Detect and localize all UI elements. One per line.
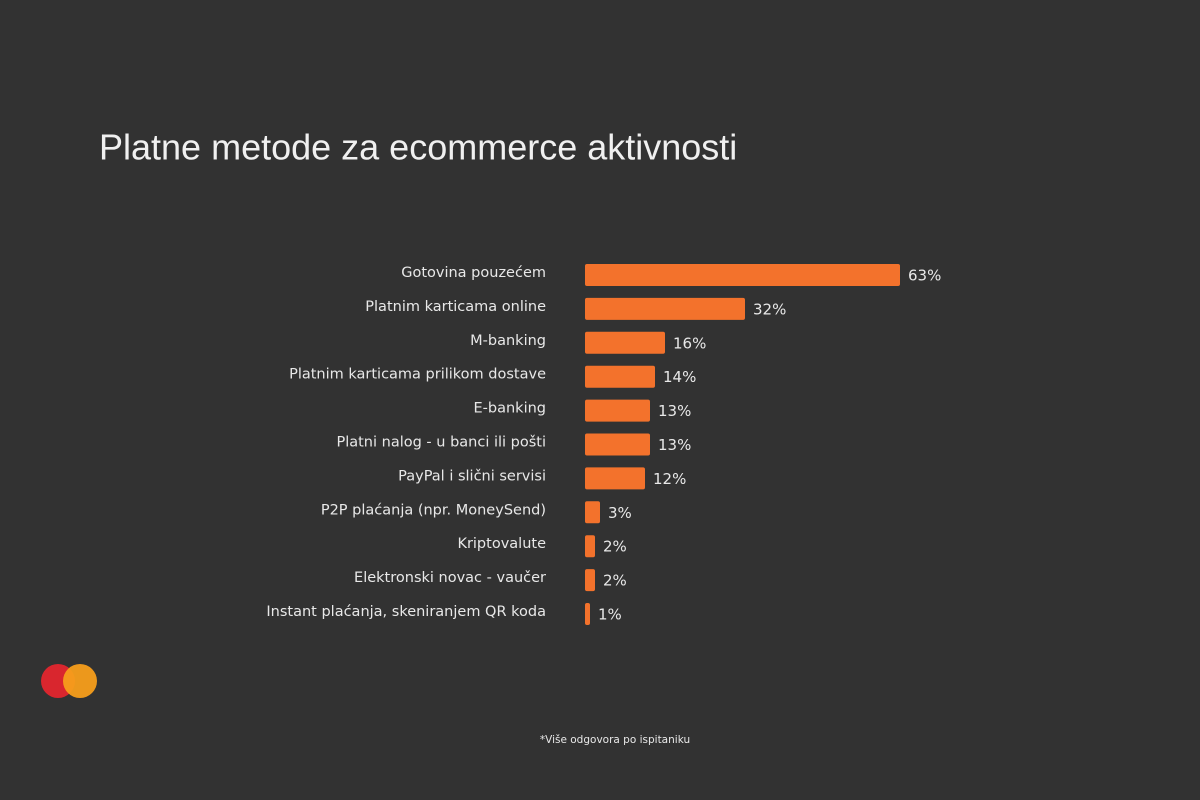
category-label: Instant plaćanja, skeniranjem QR koda: [266, 604, 546, 620]
value-label: 16%: [673, 334, 706, 352]
category-label: E-banking: [474, 401, 547, 417]
footnote: *Više odgovora po ispitaniku: [540, 734, 690, 746]
value-label: 2%: [603, 572, 627, 590]
value-label: 13%: [658, 436, 691, 454]
bar: [585, 603, 590, 625]
category-label: Elektronski novac - vaučer: [354, 570, 546, 586]
value-label: 14%: [663, 368, 696, 386]
bar: [585, 433, 650, 456]
bar: [585, 501, 600, 524]
bar: [585, 331, 665, 354]
category-label: M-banking: [470, 333, 546, 349]
category-label: Platni nalog - u banci ili pošti: [336, 435, 546, 451]
value-label: 12%: [653, 470, 686, 488]
category-label: Gotovina pouzećem: [401, 265, 546, 281]
category-label: Kriptovalute: [457, 536, 546, 552]
chart-title: Platne metode za ecommerce aktivnosti: [99, 127, 737, 168]
value-label: 32%: [753, 300, 786, 318]
value-label: 1%: [598, 606, 622, 624]
category-label: Platnim karticama prilikom dostave: [289, 367, 546, 383]
bar: [585, 399, 650, 422]
logo: [41, 664, 97, 698]
value-label: 2%: [603, 538, 627, 556]
category-label: PayPal i slični servisi: [398, 468, 546, 484]
value-label: 3%: [608, 504, 632, 522]
category-label: Platnim karticama online: [365, 299, 546, 315]
bar: [585, 569, 595, 592]
value-label: 13%: [658, 402, 691, 420]
category-label: P2P plaćanja (npr. MoneySend): [321, 502, 546, 518]
bar: [585, 535, 595, 558]
bar: [585, 467, 645, 490]
logo-circle: [63, 664, 97, 698]
value-label: 63%: [908, 267, 941, 285]
bar: [585, 297, 745, 320]
bar: [585, 365, 655, 388]
bar: [585, 264, 900, 286]
